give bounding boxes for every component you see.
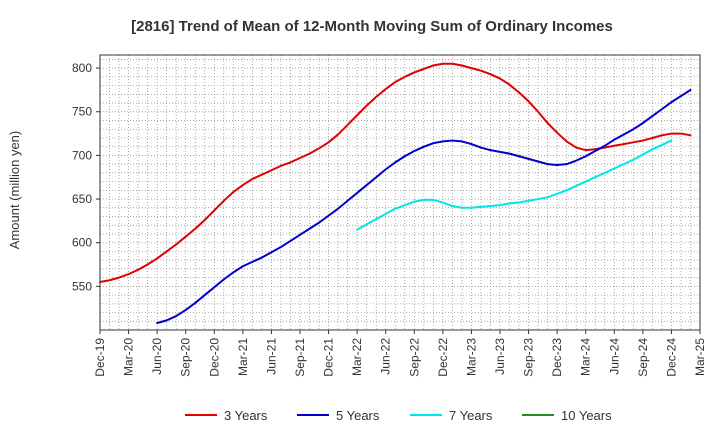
- y-tick-label: 650: [72, 192, 92, 206]
- x-tick-label: Dec-21: [322, 338, 336, 377]
- y-tick-label: 700: [72, 148, 92, 162]
- x-tick-label: Sep-22: [407, 338, 421, 377]
- x-tick-label: Jun-22: [379, 338, 393, 375]
- series-line-5-years: [156, 88, 692, 325]
- x-tick-label: Mar-20: [122, 338, 136, 376]
- chart-title: [2816] Trend of Mean of 12-Month Moving …: [131, 18, 613, 35]
- x-tick-label: Jun-23: [493, 338, 507, 375]
- x-tick-label: Dec-24: [664, 338, 678, 377]
- legend: 3 Years 5 Years 7 Years 10 Years: [185, 408, 612, 423]
- x-tick-label: Mar-22: [350, 338, 364, 376]
- plot-area: [99, 54, 701, 331]
- x-tick-label: Jun-24: [607, 338, 621, 375]
- legend-label: 5 Years: [336, 408, 380, 423]
- x-tick-label: Mar-23: [464, 338, 478, 376]
- x-tick-label: Sep-24: [636, 338, 650, 377]
- y-tick-label: 600: [72, 236, 92, 250]
- series-line-7-years: [356, 139, 673, 231]
- x-tick-label: Mar-25: [693, 338, 707, 376]
- x-tick-label: Jun-20: [150, 338, 164, 375]
- x-tick-label: Sep-20: [179, 338, 193, 377]
- x-tick-label: Sep-23: [522, 338, 536, 377]
- x-tick-label: Sep-21: [293, 338, 307, 377]
- x-axis-ticks: Dec-19 Mar-20 Jun-20 Sep-20 Dec-20 Mar-21 Jun-…: [93, 330, 707, 377]
- legend-label: 7 Years: [449, 408, 493, 423]
- x-tick-label: Dec-19: [93, 338, 107, 377]
- y-tick-label: 550: [72, 279, 92, 293]
- series-lines: [99, 62, 692, 325]
- legend-label: 10 Years: [561, 408, 612, 423]
- x-tick-label: Dec-20: [207, 338, 221, 377]
- legend-label: 3 Years: [224, 408, 268, 423]
- y-axis-ticks: 550 600 650 700 750 800: [72, 61, 100, 293]
- x-tick-label: Mar-21: [236, 338, 250, 376]
- y-tick-label: 750: [72, 105, 92, 119]
- x-tick-label: Dec-22: [436, 338, 450, 377]
- x-tick-label: Mar-24: [579, 338, 593, 376]
- series-line-3-years: [99, 62, 692, 283]
- y-tick-label: 800: [72, 61, 92, 75]
- y-axis-label: Amount (million yen): [7, 131, 22, 250]
- grid: [100, 55, 700, 330]
- x-tick-label: Dec-23: [550, 338, 564, 377]
- x-tick-label: Jun-21: [264, 338, 278, 375]
